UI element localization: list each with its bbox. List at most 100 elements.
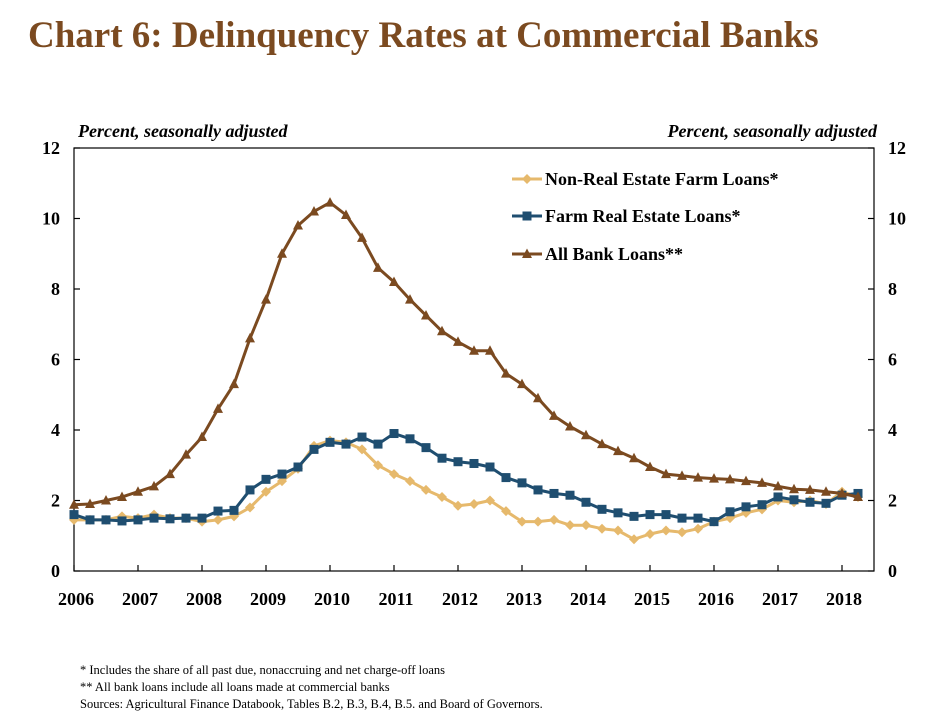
- x-tick-label: 2009: [250, 589, 286, 609]
- y-tick-label-left: 2: [51, 491, 60, 511]
- data-point: [501, 368, 511, 378]
- data-point: [693, 523, 703, 534]
- data-point: [549, 488, 559, 498]
- data-point: [197, 513, 207, 523]
- data-point: [469, 458, 479, 468]
- data-point: [69, 510, 79, 520]
- data-point: [677, 470, 687, 480]
- sources-note: Sources: Agricultural Finance Databook, …: [80, 697, 543, 711]
- data-point: [181, 513, 191, 523]
- data-point: [373, 439, 383, 449]
- data-point: [277, 469, 287, 479]
- data-point: [245, 485, 255, 495]
- x-tick-label: 2012: [442, 589, 478, 609]
- data-point: [405, 434, 415, 444]
- data-point: [677, 527, 687, 538]
- data-point: [645, 461, 655, 472]
- data-point: [341, 209, 351, 219]
- data-point: [213, 506, 223, 516]
- data-point: [661, 468, 671, 479]
- data-point: [213, 514, 223, 525]
- data-point: [821, 498, 831, 508]
- data-point: [533, 485, 543, 495]
- data-point: [485, 462, 495, 472]
- data-point: [741, 507, 751, 518]
- data-point: [485, 345, 495, 355]
- data-point: [789, 483, 799, 494]
- data-point: [805, 497, 815, 507]
- data-point: [277, 248, 287, 258]
- x-tick-label: 2006: [58, 589, 94, 609]
- data-point: [821, 486, 831, 496]
- footnotes: * Includes the share of all past due, no…: [80, 662, 543, 713]
- data-point: [373, 460, 383, 471]
- x-tick-label: 2010: [314, 589, 350, 609]
- legend-marker: [522, 174, 532, 184]
- data-point: [229, 505, 239, 515]
- data-point: [613, 445, 623, 456]
- series-line-all-bank: [73, 201, 859, 507]
- data-point: [117, 516, 127, 526]
- data-point: [645, 510, 655, 520]
- data-point: [773, 480, 783, 491]
- y-tick-label-right: 12: [888, 138, 906, 158]
- data-point: [149, 513, 159, 523]
- data-point: [309, 205, 319, 216]
- y-tick-label-left: 12: [42, 138, 60, 158]
- data-point: [773, 492, 783, 502]
- legend-marker: [522, 211, 532, 221]
- data-point: [581, 429, 591, 440]
- data-point: [389, 429, 399, 439]
- data-point: [133, 486, 143, 496]
- data-point: [757, 477, 767, 487]
- data-point: [421, 443, 431, 453]
- data-point: [469, 345, 479, 355]
- y-tick-label-right: 10: [888, 209, 906, 229]
- data-point: [501, 473, 511, 483]
- data-point: [485, 495, 495, 506]
- footnote-1: * Includes the share of all past due, no…: [80, 663, 446, 677]
- data-point: [565, 490, 575, 500]
- data-point: [629, 452, 639, 463]
- x-tick-label: 2016: [698, 589, 734, 609]
- data-point: [453, 336, 463, 346]
- right-axis-unit-label: Percent, seasonally adjusted: [667, 121, 878, 141]
- data-point: [437, 491, 447, 502]
- data-point: [405, 476, 415, 487]
- data-point: [85, 498, 95, 509]
- data-point: [149, 480, 159, 491]
- data-point: [421, 309, 431, 320]
- legend-label: Farm Real Estate Loans*: [545, 206, 740, 226]
- data-point: [101, 515, 111, 525]
- chart-title: Chart 6: Delinquency Rates at Commercial…: [28, 15, 819, 56]
- data-point: [197, 431, 207, 442]
- data-point: [293, 462, 303, 472]
- data-point: [629, 534, 639, 545]
- data-point: [549, 410, 559, 420]
- data-point: [277, 476, 287, 487]
- x-tick-label: 2017: [762, 589, 798, 609]
- data-point: [549, 514, 559, 525]
- data-point: [405, 294, 415, 304]
- data-point: [709, 517, 719, 527]
- y-tick-label-right: 8: [888, 279, 897, 299]
- data-point: [613, 508, 623, 518]
- legend-label: Non-Real Estate Farm Loans*: [545, 169, 778, 189]
- data-point: [709, 473, 719, 483]
- data-point: [565, 520, 575, 531]
- y-tick-label-left: 0: [51, 561, 60, 581]
- data-point: [69, 499, 79, 509]
- data-point: [533, 516, 543, 527]
- data-point: [629, 511, 639, 521]
- legend-label: All Bank Loans**: [545, 244, 683, 264]
- data-point: [165, 468, 175, 479]
- data-point: [581, 520, 591, 531]
- data-point: [597, 438, 607, 449]
- data-point: [357, 232, 367, 242]
- data-point: [741, 502, 751, 512]
- data-point: [389, 469, 399, 480]
- data-point: [421, 484, 431, 495]
- data-point: [85, 515, 95, 525]
- data-point: [309, 444, 319, 454]
- y-tick-label-left: 8: [51, 279, 60, 299]
